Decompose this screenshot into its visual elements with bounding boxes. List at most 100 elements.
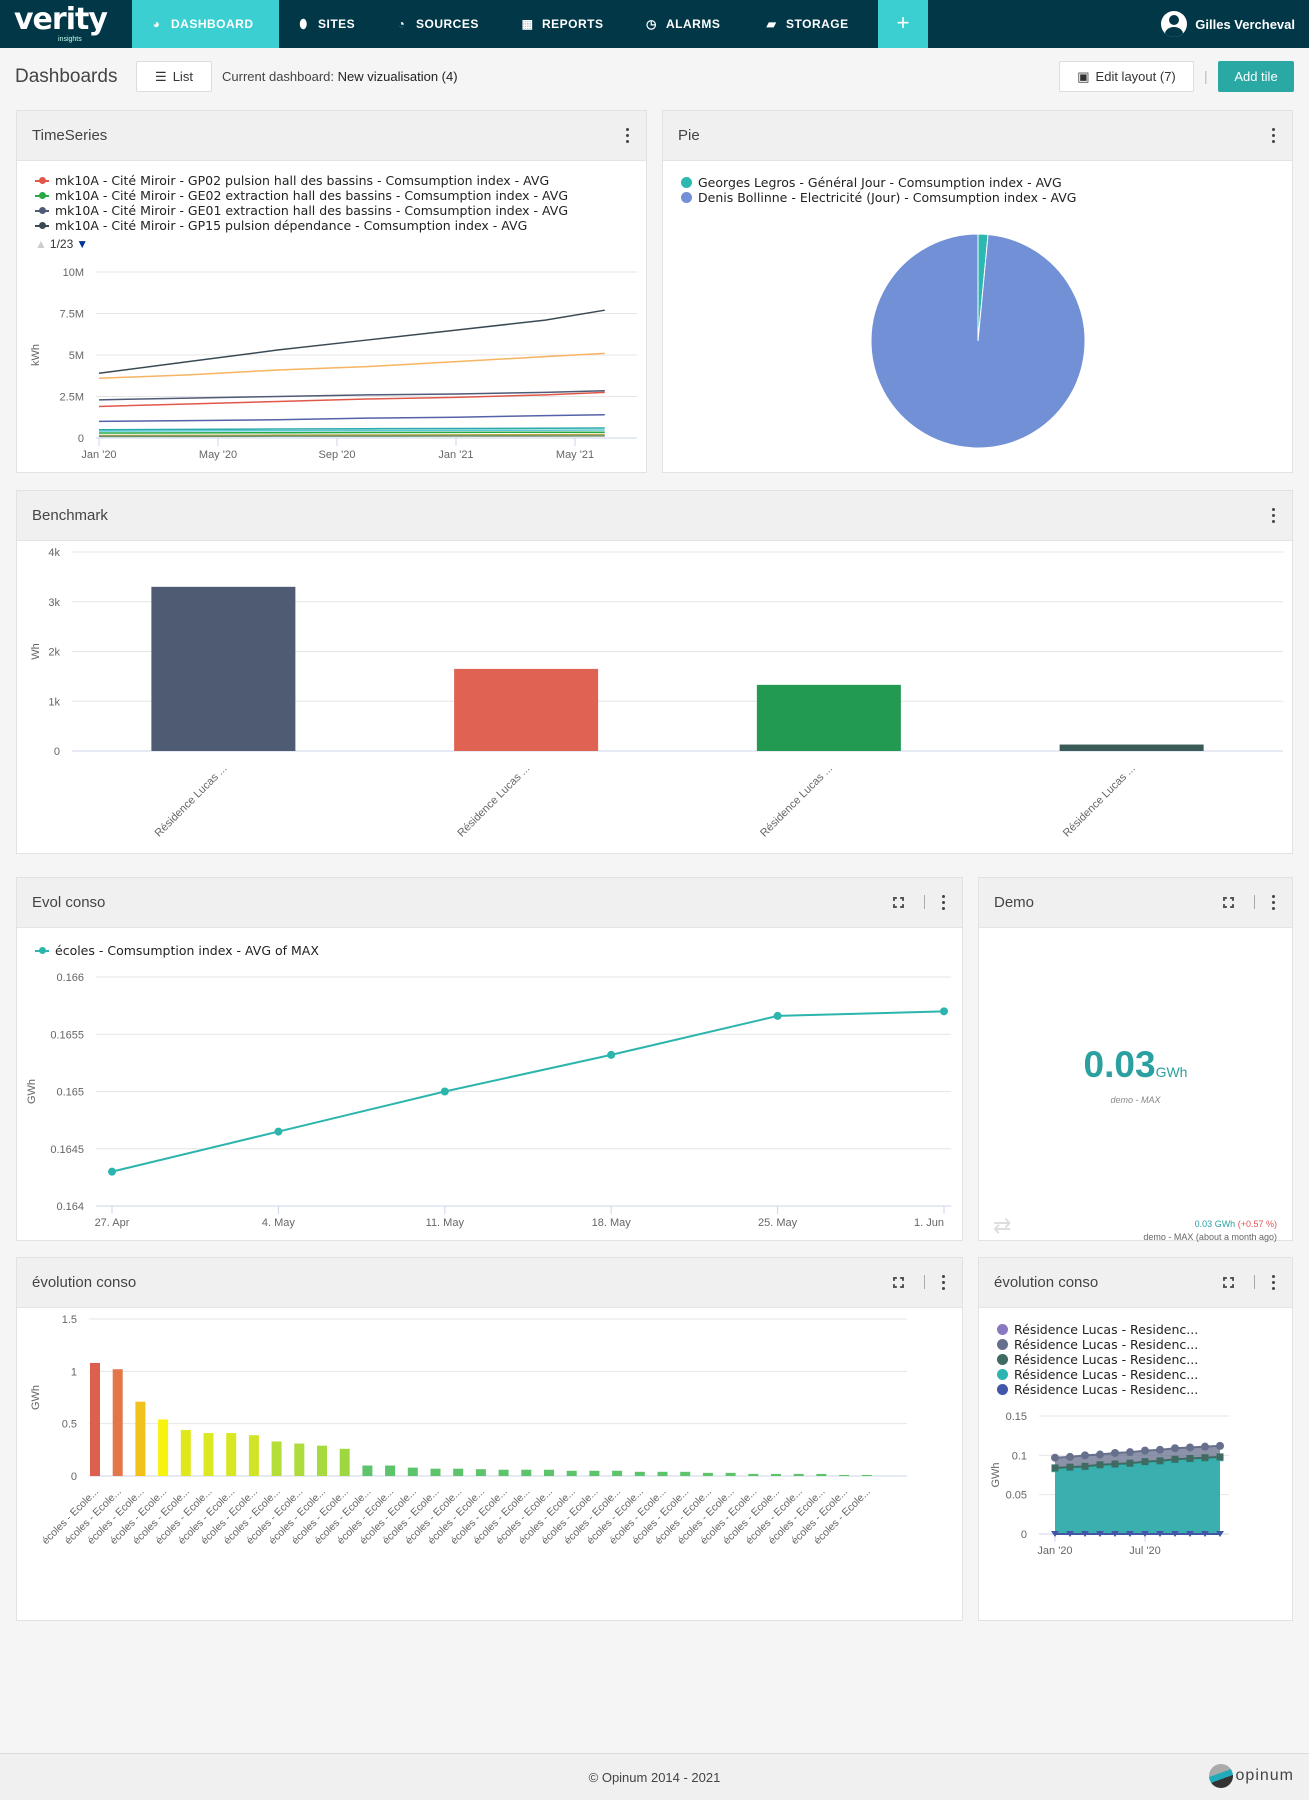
- data-point: [1216, 1441, 1224, 1450]
- tile-body: Georges Legros - Général Jour - Comsumpt…: [663, 161, 1292, 472]
- legend-item[interactable]: Georges Legros - Général Jour - Comsumpt…: [681, 175, 1076, 190]
- clock-icon: ◷: [646, 16, 657, 31]
- data-point: [440, 1087, 449, 1096]
- nav-sources[interactable]: ◔ SOURCES: [377, 0, 497, 48]
- x-tick-label: Résidence Lucas ...: [1061, 763, 1138, 840]
- edit-layout-button[interactable]: ▣ Edit layout (7): [1059, 61, 1194, 92]
- y-axis-label: Wh: [30, 643, 42, 660]
- bar-34: [861, 1474, 872, 1476]
- legend-label: mk10A - Cité Miroir - GE01 extraction ha…: [55, 203, 569, 218]
- y-tick-label: 2.5M: [60, 392, 84, 404]
- data-point: [1171, 1455, 1179, 1463]
- nav-dashboard[interactable]: ◕ DASHBOARD: [132, 0, 279, 48]
- more-options-icon[interactable]: [1272, 1275, 1276, 1291]
- bar-0: [151, 586, 296, 751]
- more-options-icon[interactable]: [1272, 508, 1276, 524]
- tile-evolution-conso-bars: évolution conso 0 0.5 1 1.5 GWh écoles - Ecol…: [16, 1257, 963, 1621]
- legend-item[interactable]: Denis Bollinne - Electricité (Jour) - Co…: [681, 190, 1076, 205]
- add-tile-button[interactable]: Add tile: [1218, 61, 1294, 92]
- bar-11: [339, 1448, 350, 1476]
- y-tick-label: 7.5M: [60, 309, 84, 321]
- tile-title: évolution conso: [994, 1274, 1099, 1291]
- data-point: [1201, 1454, 1209, 1462]
- bar-15: [430, 1468, 441, 1476]
- legend-marker-icon: [997, 1354, 1008, 1365]
- compare-value: 0.03 GWh: [1194, 1219, 1236, 1229]
- legend-item[interactable]: Résidence Lucas - Residenc...: [997, 1367, 1198, 1382]
- y-tick-label: 0.05: [1006, 1490, 1027, 1502]
- list-label: List: [172, 69, 193, 84]
- more-options-icon[interactable]: [1272, 895, 1276, 911]
- user-menu[interactable]: Gilles Vercheval: [1161, 0, 1295, 48]
- legend-item[interactable]: Résidence Lucas - Residenc...: [997, 1337, 1198, 1352]
- legend-item[interactable]: mk10A - Cité Miroir - GP15 pulsion dépen…: [35, 218, 568, 233]
- add-nav-button[interactable]: +: [878, 0, 928, 48]
- table-icon: ▦: [521, 16, 534, 31]
- legend-item[interactable]: Résidence Lucas - Residenc...: [997, 1352, 1198, 1367]
- tile-header: Demo: [979, 878, 1292, 928]
- tile-header: Evol conso: [17, 878, 962, 928]
- more-options-icon[interactable]: [1272, 128, 1276, 144]
- swap-icon[interactable]: ⇄: [993, 1213, 1012, 1238]
- legend-item[interactable]: mk10A - Cité Miroir - GE01 extraction ha…: [35, 203, 568, 218]
- legend-item[interactable]: mk10A - Cité Miroir - GE02 extraction ha…: [35, 188, 568, 203]
- y-tick-label: 3k: [48, 597, 60, 609]
- tile-evolution-conso-area: évolution conso Résidence Lucas - Reside…: [978, 1257, 1293, 1621]
- y-tick-label: 0: [71, 1471, 77, 1483]
- data-point: [1156, 1445, 1164, 1454]
- tile-title: Pie: [678, 127, 700, 144]
- fullscreen-icon[interactable]: [893, 1277, 904, 1288]
- fullscreen-icon[interactable]: [893, 897, 904, 908]
- nav-sites[interactable]: ⬮ SITES: [279, 0, 373, 48]
- fullscreen-icon[interactable]: [1223, 1277, 1234, 1288]
- y-tick-label: 0.15: [1006, 1411, 1027, 1423]
- x-tick-label: Résidence Lucas ...: [153, 763, 230, 840]
- data-point: [1171, 1444, 1179, 1453]
- nav-reports[interactable]: ▦ REPORTS: [503, 0, 622, 48]
- pie-chart: [870, 233, 1086, 449]
- legend-item[interactable]: écoles - Comsumption index - AVG of MAX: [35, 943, 319, 958]
- bar-0: [90, 1362, 100, 1476]
- y-tick-label: 0.164: [56, 1201, 84, 1213]
- verity-logo[interactable]: verity: [14, 2, 108, 37]
- fullscreen-icon[interactable]: [1223, 897, 1234, 908]
- pager-up-icon[interactable]: ▲: [35, 237, 47, 251]
- evolution-area-chart: 0 0.05 0.1 0.15 GWh Jan '20 Jul '20: [990, 1411, 1229, 1557]
- legend-label: Résidence Lucas - Residenc...: [1014, 1382, 1199, 1397]
- x-tick-label: May '21: [556, 449, 594, 461]
- legend-item[interactable]: mk10A - Cité Miroir - GP02 pulsion hall …: [35, 173, 568, 188]
- legend-item[interactable]: Résidence Lucas - Residenc...: [997, 1322, 1198, 1337]
- series-line-4: [98, 352, 605, 379]
- legend-item[interactable]: Résidence Lucas - Residenc...: [997, 1382, 1198, 1397]
- current-dashboard-value[interactable]: New vizualisation (4): [337, 69, 458, 84]
- bar-29: [748, 1473, 759, 1476]
- list-button[interactable]: ☰ List: [136, 61, 212, 92]
- legend-label: Résidence Lucas - Residenc...: [1014, 1367, 1199, 1382]
- footer: © Opinum 2014 - 2021 opinum: [0, 1753, 1309, 1800]
- bar-3: [158, 1419, 169, 1476]
- bar-12: [362, 1465, 373, 1476]
- copyright: © Opinum 2014 - 2021: [588, 1770, 721, 1785]
- nav-storage[interactable]: ▰ STORAGE: [747, 0, 867, 48]
- tile-pie: Pie Georges Legros - Général Jour - Coms…: [662, 110, 1293, 473]
- bar-5: [203, 1433, 214, 1476]
- chart-legend: mk10A - Cité Miroir - GP02 pulsion hall …: [35, 173, 568, 235]
- bar-20: [544, 1469, 554, 1476]
- data-point: [1201, 1442, 1209, 1451]
- data-point: [1051, 1453, 1059, 1462]
- legend-marker-icon: [997, 1369, 1008, 1380]
- more-options-icon[interactable]: [942, 895, 946, 911]
- more-options-icon[interactable]: [626, 128, 630, 144]
- pager-down-icon[interactable]: ▼: [76, 237, 89, 251]
- pager-label: 1/23: [49, 237, 74, 251]
- divider: |: [1204, 68, 1208, 84]
- more-options-icon[interactable]: [942, 1275, 946, 1291]
- tile-body: 0 1k 2k 3k 4k Wh Résidence Lucas ... Résidence …: [17, 541, 1292, 853]
- compare-delta: (+0.57 %): [1237, 1219, 1277, 1229]
- x-tick-label: 27. Apr: [95, 1217, 130, 1229]
- x-tick-label: Jan '20: [1037, 1545, 1072, 1557]
- nav-alarms[interactable]: ◷ ALARMS: [627, 0, 738, 48]
- data-point: [1111, 1448, 1119, 1457]
- tile-benchmark: Benchmark 0 1k 2k 3k 4k Wh Résidence Lucas ...…: [16, 490, 1293, 854]
